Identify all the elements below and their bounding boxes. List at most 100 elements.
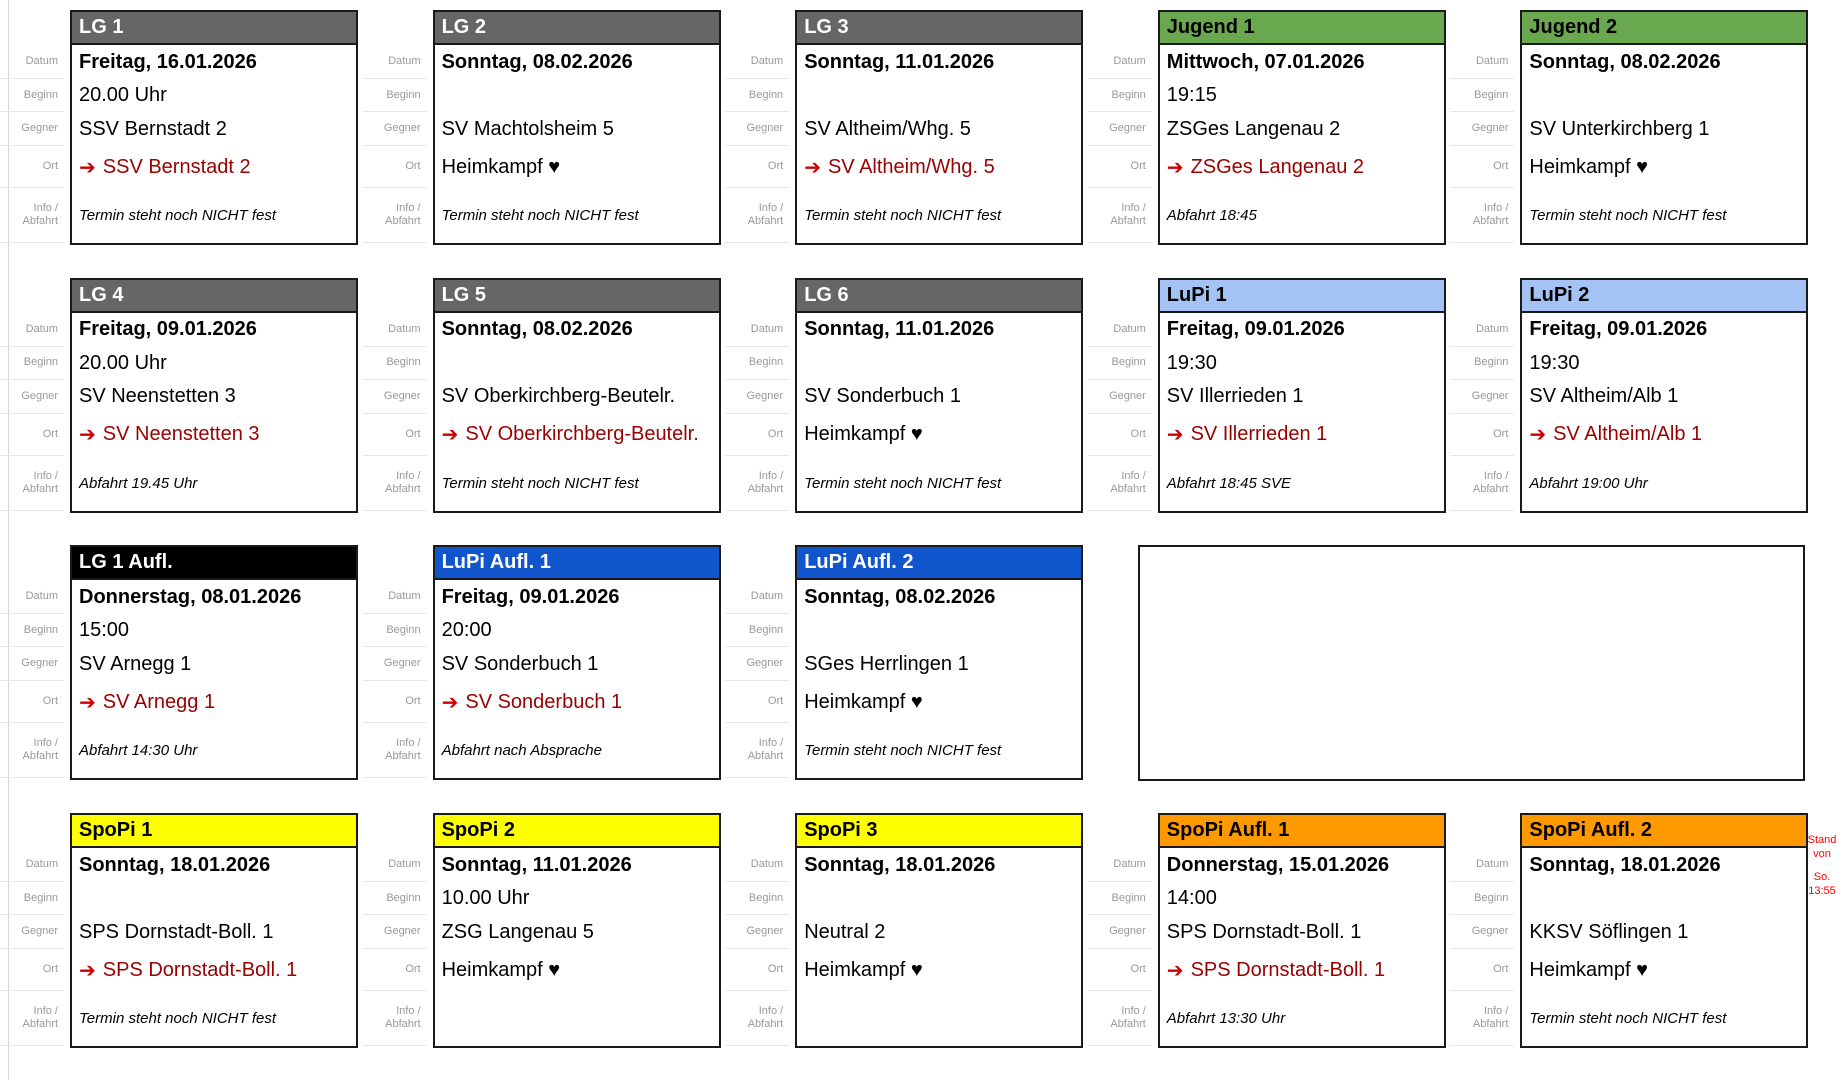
ort-value: Heimkampf ♥ (1522, 949, 1806, 991)
card-title: LuPi Aufl. 2 (797, 547, 1082, 581)
ort-text: Heimkampf ♥ (441, 958, 561, 981)
label-ort: Ort (0, 146, 64, 188)
card-body: Freitag, 09.01.2026 19:30 SV Altheim/Alb… (1522, 313, 1806, 511)
gegner-value: SV Sonderbuch 1 (441, 652, 599, 675)
gegner-value: SV Sonderbuch 1 (804, 385, 961, 408)
label-ort: Ort (0, 414, 64, 456)
row-labels: Datum Beginn Gegner Ort Info / Abfahrt (725, 45, 790, 243)
label-gegner: Gegner (1087, 112, 1152, 146)
team-card: LuPi 2 Freitag, 09.01.2026 19:30 SV Alth… (1520, 277, 1809, 513)
label-datum: Datum (0, 45, 64, 79)
label-beginn: Beginn (0, 882, 64, 916)
label-beginn: Beginn (1087, 882, 1152, 916)
label-gegner: Gegner (725, 647, 790, 682)
ort-value: ➔ SV Altheim/Alb 1 (1522, 414, 1806, 456)
datum-value: Sonntag, 11.01.2026 (804, 318, 995, 341)
team-slot: Datum Beginn Gegner Ort Info / Abfahrt L… (362, 10, 721, 246)
ort-value: Heimkampf ♥ (797, 949, 1081, 991)
label-info-abfahrt: Info / Abfahrt (725, 991, 790, 1047)
info-value: Abfahrt 19:00 Uhr (1529, 474, 1648, 492)
label-info-abfahrt: Info / Abfahrt (725, 188, 790, 243)
card-title: LG 4 (72, 279, 356, 313)
team-slot: Datum Beginn Gegner Ort Info / Abfahrt L… (0, 545, 358, 781)
label-info-abfahrt: Info / Abfahrt (362, 723, 427, 779)
gegner-value: SV Illerrieden 1 (1166, 385, 1304, 408)
team-slot: Datum Beginn Gegner Ort Info / Abfahrt L… (1450, 277, 1809, 514)
ort-text: Heimkampf ♥ (1529, 958, 1648, 981)
datum-value: Sonntag, 08.02.2026 (441, 50, 633, 73)
card-body: Freitag, 16.01.2026 20.00 Uhr SSV Bernst… (72, 45, 356, 243)
ort-text: Heimkampf ♥ (441, 155, 561, 178)
label-gegner: Gegner (1087, 380, 1152, 414)
label-info-abfahrt: Info / Abfahrt (362, 456, 427, 511)
info-value: Abfahrt 14:30 Uhr (79, 742, 198, 760)
label-gegner: Gegner (725, 915, 790, 950)
beginn-value: 20.00 Uhr (79, 84, 167, 106)
row-labels: Datum Beginn Gegner Ort Info / Abfahrt (1450, 848, 1515, 1047)
team-card: LuPi Aufl. 2 Sonntag, 08.02.2026 SGes He… (795, 545, 1084, 781)
label-datum: Datum (362, 848, 427, 883)
ort-value: ➔ SPS Dornstadt-Boll. 1 (1160, 949, 1444, 991)
info-value: Termin steht noch NICHT fest (79, 207, 277, 224)
label-gegner: Gegner (0, 380, 64, 414)
label-ort: Ort (1087, 414, 1152, 456)
team-card: LG 1 Aufl. Donnerstag, 08.01.2026 15:00 … (70, 545, 358, 781)
beginn-value (1522, 882, 1806, 915)
away-arrow-icon: ➔ (79, 156, 96, 179)
row-labels: Datum Beginn Gegner Ort Info / Abfahrt (362, 313, 427, 511)
label-datum: Datum (1450, 313, 1515, 347)
team-slot: Datum Beginn Gegner Ort Info / Abfahrt J… (1087, 10, 1446, 246)
datum-value: Freitag, 09.01.2026 (79, 318, 257, 341)
card-body: Donnerstag, 08.01.2026 15:00 SV Arnegg 1… (72, 580, 356, 778)
label-info-abfahrt: Info / Abfahrt (1087, 991, 1152, 1047)
row-labels: Datum Beginn Gegner Ort Info / Abfahrt (0, 45, 64, 243)
label-datum: Datum (725, 45, 790, 79)
ort-text: SPS Dornstadt-Boll. 1 (1190, 958, 1386, 981)
label-ort: Ort (0, 949, 64, 992)
row-labels: Datum Beginn Gegner Ort Info / Abfahrt (725, 313, 790, 511)
label-info-abfahrt: Info / Abfahrt (0, 991, 64, 1047)
gegner-value: SV Altheim/Whg. 5 (804, 117, 971, 140)
ort-value: ➔ SV Illerrieden 1 (1160, 414, 1444, 456)
ort-value: ➔ SSV Bernstadt 2 (72, 146, 356, 188)
info-value: Termin steht noch NICHT fest (1529, 207, 1727, 224)
gegner-value: SV Neenstetten 3 (79, 385, 236, 408)
row-labels: Datum Beginn Gegner Ort Info / Abfahrt (725, 580, 790, 779)
label-ort: Ort (725, 414, 790, 456)
card-title: SpoPi 3 (797, 815, 1082, 849)
ort-text: SV Oberkirchberg-Beutelr. (465, 423, 699, 446)
label-ort: Ort (362, 414, 427, 456)
datum-value: Sonntag, 18.01.2026 (79, 853, 271, 876)
card-title: Jugend 2 (1522, 12, 1807, 45)
last-updated-stamp: Stand von So. 13:55 (1801, 833, 1843, 898)
ort-text: SV Neenstetten 3 (102, 423, 260, 446)
row-labels: Datum Beginn Gegner Ort Info / Abfahrt (0, 313, 64, 511)
label-datum: Datum (0, 848, 64, 883)
card-title: LG 1 Aufl. (72, 547, 356, 581)
ort-text: Heimkampf ♥ (804, 690, 923, 713)
team-card: LuPi Aufl. 1 Freitag, 09.01.2026 20:00 S… (432, 545, 721, 781)
label-info-abfahrt: Info / Abfahrt (725, 456, 790, 511)
stamp-line1: Stand von (1807, 834, 1837, 860)
ort-value: ➔ SV Altheim/Whg. 5 (797, 146, 1081, 188)
team-slot: Datum Beginn Gegner Ort Info / Abfahrt L… (362, 545, 721, 781)
datum-value: Sonntag, 08.02.2026 (804, 585, 996, 608)
gegner-value: SV Oberkirchberg-Beutelr. (441, 385, 676, 408)
card-body: Sonntag, 08.02.2026 SV Unterkirchberg 1 … (1522, 45, 1806, 243)
team-slot: Datum Beginn Gegner Ort Info / Abfahrt S… (725, 813, 1084, 1049)
ort-text: SV Illerrieden 1 (1190, 423, 1328, 446)
info-value: Abfahrt 19.45 Uhr (79, 474, 198, 492)
label-gegner: Gegner (0, 112, 64, 146)
ort-text: SV Arnegg 1 (102, 690, 216, 713)
team-card: LG 2 Sonntag, 08.02.2026 SV Machtolsheim… (432, 10, 721, 245)
card-body: Sonntag, 11.01.2026 SV Altheim/Whg. 5 ➔ … (797, 45, 1081, 243)
ort-value: Heimkampf ♥ (435, 146, 719, 188)
card-title: SpoPi Aufl. 2 (1522, 815, 1807, 849)
card-title: LuPi Aufl. 1 (434, 547, 719, 581)
beginn-value (435, 347, 719, 380)
card-body: Freitag, 09.01.2026 20.00 Uhr SV Neenste… (72, 313, 356, 511)
label-ort: Ort (1450, 949, 1515, 992)
card-body: Freitag, 09.01.2026 20:00 SV Sonderbuch … (435, 580, 719, 778)
beginn-value: 19:15 (1166, 84, 1217, 106)
card-body: Sonntag, 08.02.2026 SV Oberkirchberg-Beu… (435, 313, 719, 511)
